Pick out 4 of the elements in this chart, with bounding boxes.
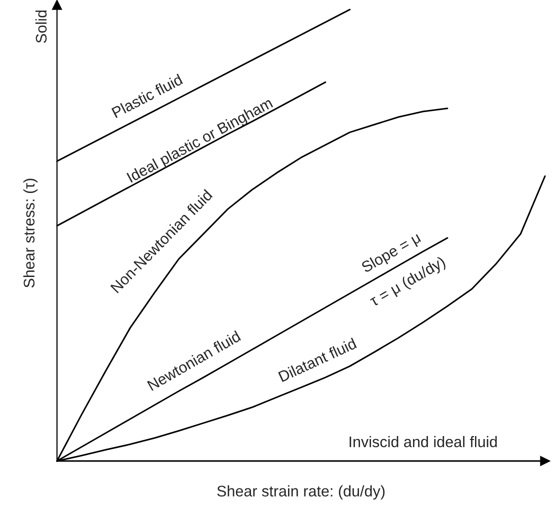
y-axis-title: Shear stress: (τ) (23, 178, 38, 288)
x-axis-title: Shear strain rate: (du/dy) (217, 485, 385, 500)
series-label: Inviscid and ideal fluid (350, 436, 497, 448)
annotation: Solid (35, 10, 47, 43)
